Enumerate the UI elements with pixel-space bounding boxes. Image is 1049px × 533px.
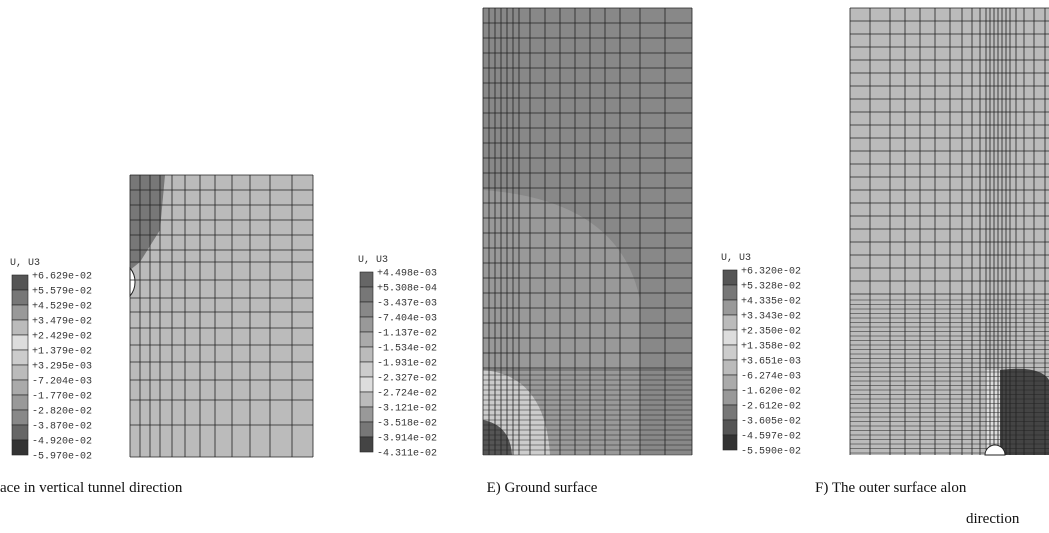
legend-label: -3.518e-02 — [377, 419, 437, 430]
legend-label: -3.605e-02 — [741, 417, 801, 428]
legend-label: -2.820e-02 — [32, 407, 92, 418]
legend-label: -2.724e-02 — [377, 389, 437, 400]
legend-label: -2.327e-02 — [377, 374, 437, 385]
legend-swatch — [722, 269, 738, 286]
legend-label: -1.931e-02 — [377, 359, 437, 370]
legend-swatch — [359, 316, 374, 333]
legend-swatch — [359, 391, 374, 408]
legend-label: +3.651e-03 — [741, 357, 801, 368]
legend-label: -4.920e-02 — [32, 437, 92, 448]
legend-label: -3.121e-02 — [377, 404, 437, 415]
legend-swatch — [359, 331, 374, 348]
legend-label: +5.308e-04 — [377, 284, 437, 295]
caption: F) The outer surface alon — [815, 480, 967, 496]
legend-swatch — [11, 424, 29, 441]
legend-swatch — [11, 364, 29, 381]
legend-label: -5.970e-02 — [32, 452, 92, 463]
legend-title: U, U3 — [358, 255, 388, 266]
legend-swatch — [11, 274, 29, 291]
legend-label: -1.137e-02 — [377, 329, 437, 340]
legend-swatch — [11, 439, 29, 456]
legend-swatch — [11, 379, 29, 396]
legend-label: -4.311e-02 — [377, 449, 437, 460]
legend-label: -7.204e-03 — [32, 377, 92, 388]
legend-label: +2.429e-02 — [32, 332, 92, 343]
legend-swatch — [359, 271, 374, 288]
legend-swatch — [359, 376, 374, 393]
legend-label: -3.914e-02 — [377, 434, 437, 445]
legend-swatch — [722, 299, 738, 316]
legend-label: +3.295e-03 — [32, 362, 92, 373]
legend-swatch — [11, 304, 29, 321]
legend-label: -1.534e-02 — [377, 344, 437, 355]
legend-swatch — [359, 361, 374, 378]
legend-label: -5.590e-02 — [741, 447, 801, 458]
caption: direction — [966, 511, 1020, 527]
legend-label: +3.343e-02 — [741, 312, 801, 323]
contour — [1000, 368, 1049, 455]
legend-label: +5.328e-02 — [741, 282, 801, 293]
legend-label: +6.320e-02 — [741, 267, 801, 278]
caption: ace in vertical tunnel direction — [0, 480, 183, 496]
legend-swatch — [359, 301, 374, 318]
legend-swatch — [722, 314, 738, 331]
legend-label: -3.437e-03 — [377, 299, 437, 310]
legend-title: U, U3 — [721, 253, 751, 264]
contour — [483, 420, 512, 455]
legend-swatch — [722, 359, 738, 376]
legend-swatch — [722, 404, 738, 421]
legend-swatch — [722, 344, 738, 361]
legend-swatch — [722, 389, 738, 406]
legend-swatch — [359, 436, 374, 453]
legend-label: -6.274e-03 — [741, 372, 801, 383]
legend-label: +3.479e-02 — [32, 317, 92, 328]
legend-label: -3.870e-02 — [32, 422, 92, 433]
legend-swatch — [722, 374, 738, 391]
legend-label: +4.335e-02 — [741, 297, 801, 308]
tunnel — [984, 444, 1006, 456]
legend-title: U, U3 — [10, 258, 40, 269]
legend-label: +4.529e-02 — [32, 302, 92, 313]
legend-swatch — [11, 394, 29, 411]
legend-label: -4.597e-02 — [741, 432, 801, 443]
legend-swatch — [359, 286, 374, 303]
legend-swatch — [359, 406, 374, 423]
caption: E) Ground surface — [487, 480, 598, 496]
legend-label: +5.579e-02 — [32, 287, 92, 298]
legend-swatch — [722, 434, 738, 451]
legend-swatch — [359, 346, 374, 363]
legend-label: +1.379e-02 — [32, 347, 92, 358]
legend-label: -2.612e-02 — [741, 402, 801, 413]
legend-swatch — [722, 419, 738, 436]
legend-label: +4.498e-03 — [377, 269, 437, 280]
legend-swatch — [11, 334, 29, 351]
legend-label: +1.358e-02 — [741, 342, 801, 353]
legend-swatch — [11, 319, 29, 336]
contour — [130, 175, 165, 270]
legend-swatch — [722, 284, 738, 301]
legend-label: +6.629e-02 — [32, 272, 92, 283]
legend-label: -1.620e-02 — [741, 387, 801, 398]
legend-swatch — [359, 421, 374, 438]
legend-swatch — [11, 409, 29, 426]
legend-swatch — [11, 289, 29, 306]
legend-label: -1.770e-02 — [32, 392, 92, 403]
legend-label: +2.350e-02 — [741, 327, 801, 338]
legend-swatch — [722, 329, 738, 346]
legend-label: -7.404e-03 — [377, 314, 437, 325]
legend-swatch — [11, 349, 29, 366]
